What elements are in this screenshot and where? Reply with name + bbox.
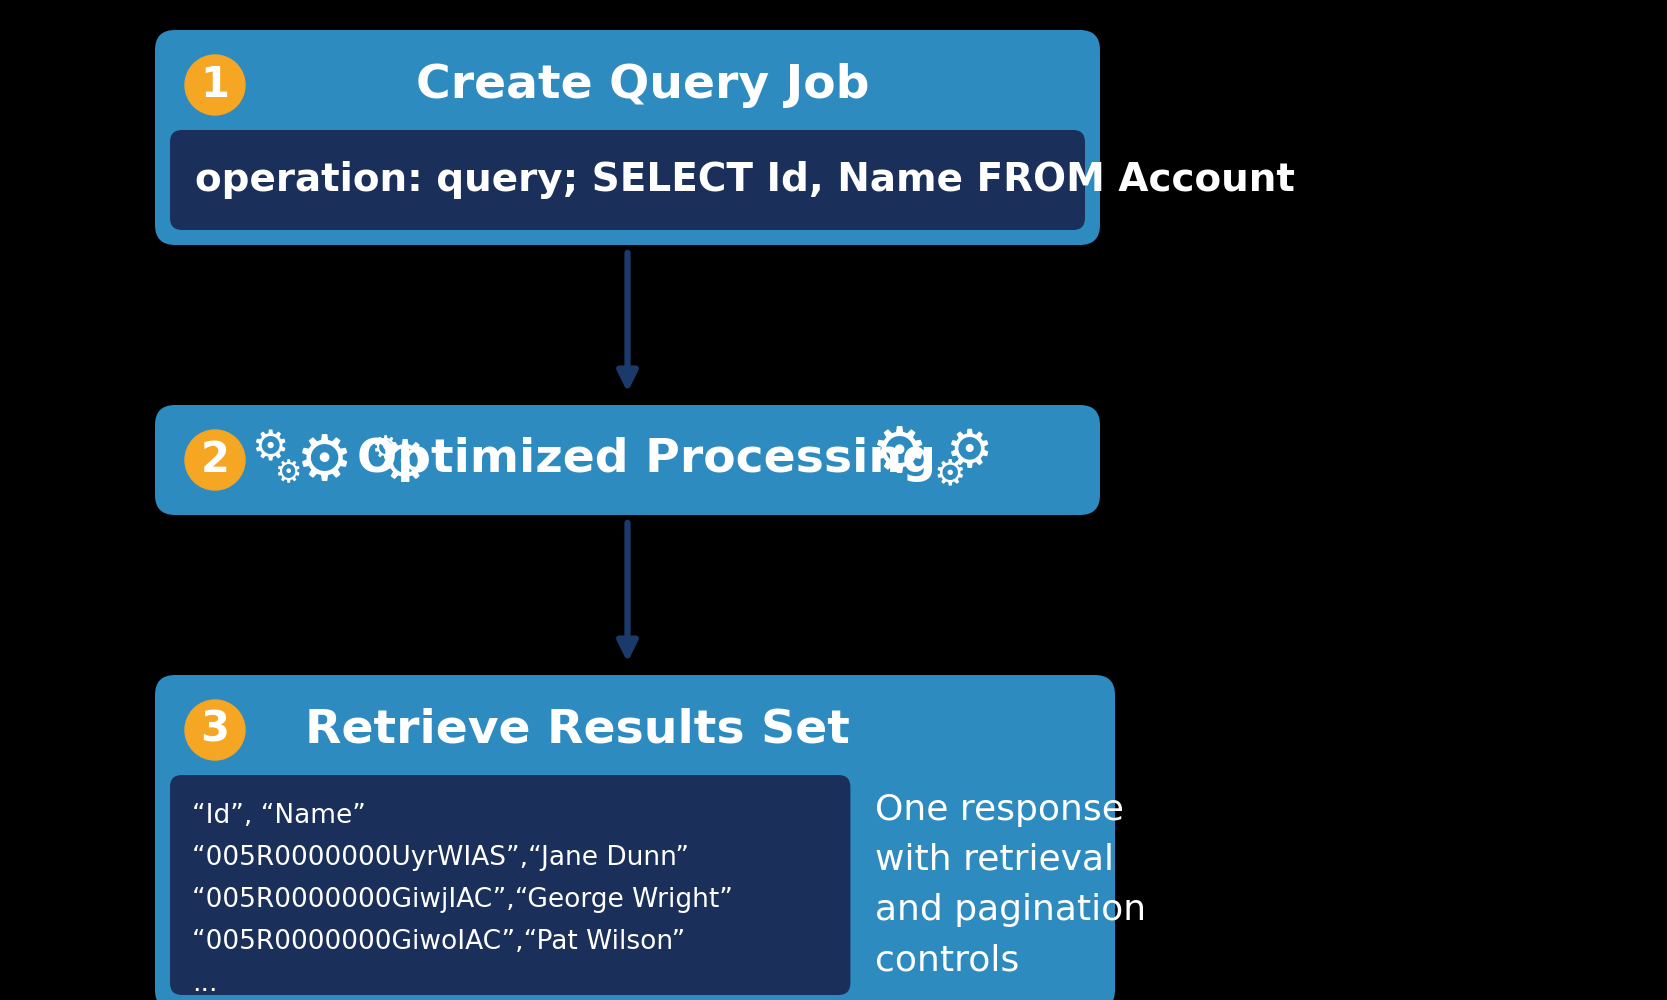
Text: “005R0000000GiwjIAC”,“George Wright”: “005R0000000GiwjIAC”,“George Wright”: [192, 887, 733, 913]
Text: ⚙: ⚙: [378, 436, 432, 493]
Text: ⚙: ⚙: [872, 423, 929, 485]
Text: ⚙: ⚙: [297, 431, 353, 493]
Text: ⚙: ⚙: [934, 457, 967, 491]
Text: operation: query; SELECT Id, Name FROM Account: operation: query; SELECT Id, Name FROM A…: [195, 161, 1295, 199]
Circle shape: [185, 700, 245, 760]
Text: “005R0000000UyrWIAS”,“Jane Dunn”: “005R0000000UyrWIAS”,“Jane Dunn”: [192, 845, 688, 871]
Circle shape: [185, 55, 245, 115]
Text: ⚙: ⚙: [372, 436, 398, 464]
Text: 2: 2: [200, 439, 230, 481]
Text: Retrieve Results Set: Retrieve Results Set: [305, 708, 850, 752]
Text: One response
with retrieval
and pagination
controls: One response with retrieval and paginati…: [875, 793, 1147, 977]
Text: “005R0000000GiwoIAC”,“Pat Wilson”: “005R0000000GiwoIAC”,“Pat Wilson”: [192, 929, 685, 955]
FancyBboxPatch shape: [155, 30, 1100, 245]
Text: “Id”, “Name”: “Id”, “Name”: [192, 803, 365, 829]
Text: Create Query Job: Create Query Job: [415, 62, 869, 107]
Text: ...: ...: [192, 971, 217, 997]
Text: 1: 1: [200, 64, 230, 106]
Text: ⚙: ⚙: [275, 460, 302, 488]
Text: 3: 3: [200, 709, 230, 751]
Text: ⚙: ⚙: [947, 426, 994, 478]
FancyBboxPatch shape: [155, 675, 1115, 1000]
Circle shape: [185, 430, 245, 490]
FancyBboxPatch shape: [155, 405, 1100, 515]
FancyBboxPatch shape: [170, 130, 1085, 230]
Text: ⚙: ⚙: [252, 427, 288, 469]
Text: Optimized Processing: Optimized Processing: [357, 438, 935, 483]
FancyBboxPatch shape: [170, 775, 850, 995]
